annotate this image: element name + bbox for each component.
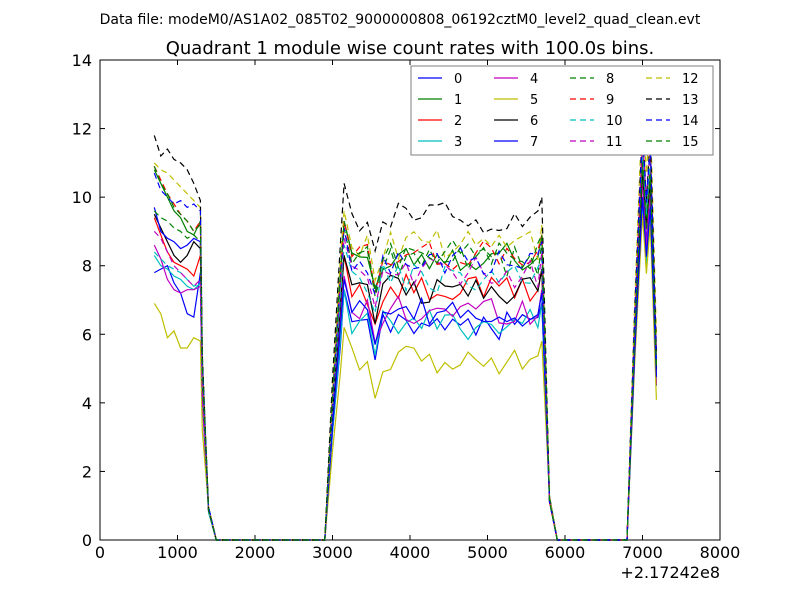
series-line-12: [153, 101, 657, 541]
x-tick-label: 7000: [622, 543, 663, 562]
legend-label-10: 10: [606, 114, 623, 129]
y-tick-label: 14: [72, 51, 92, 70]
y-tick-label: 6: [82, 325, 92, 344]
series-line-1: [153, 159, 657, 541]
series-lines: [153, 101, 657, 541]
x-tick-label: 0: [95, 543, 105, 562]
series-line-3: [153, 200, 657, 541]
series-line-5: [153, 214, 657, 541]
legend-label-8: 8: [606, 72, 614, 87]
series-line-4: [153, 179, 657, 541]
legend-label-1: 1: [454, 93, 462, 108]
legend-label-9: 9: [606, 93, 614, 108]
legend-label-7: 7: [530, 135, 538, 150]
legend-label-2: 2: [454, 114, 462, 129]
y-tick-label: 4: [82, 394, 92, 413]
x-tick-label: 5000: [467, 543, 508, 562]
legend-label-13: 13: [682, 93, 699, 108]
legend-label-15: 15: [682, 135, 699, 150]
legend-label-11: 11: [606, 135, 623, 150]
series-line-2: [153, 166, 657, 541]
x-tick-label: 2000: [235, 543, 276, 562]
series-line-15: [153, 162, 657, 541]
x-tick-label: 8000: [700, 543, 741, 562]
series-line-0: [154, 176, 657, 541]
legend-label-4: 4: [530, 72, 538, 87]
y-tick-label: 12: [72, 120, 92, 139]
x-tick-label: 6000: [545, 543, 586, 562]
legend-frame: [410, 65, 714, 156]
y-tick-label: 8: [82, 257, 92, 276]
y-tick-label: 10: [72, 188, 92, 207]
legend-label-5: 5: [530, 93, 538, 108]
legend-label-14: 14: [682, 114, 699, 129]
series-line-11: [153, 135, 657, 541]
chart-title: Quadrant 1 module wise count rates with …: [166, 38, 655, 59]
legend-label-0: 0: [454, 72, 462, 87]
tick-layer: 0 1000 2000 3000 4000 5000 6000 7000 80000246810…: [72, 51, 741, 562]
x-tick-label: 1000: [157, 543, 198, 562]
legend-label-3: 3: [454, 135, 462, 150]
x-tick-label: 4000: [390, 543, 431, 562]
series-line-13: [153, 121, 657, 541]
chart-suptitle: Data file: modeM0/AS1A02_085T02_90000008…: [100, 12, 701, 28]
series-line-14: [153, 131, 657, 541]
plot-area: 0 1000 2000 3000 4000 5000 6000 7000 80000246810…: [72, 51, 741, 562]
y-tick-label: 0: [82, 531, 92, 550]
y-tick-label: 2: [82, 462, 92, 481]
series-line-8: [153, 155, 657, 541]
x-offset-label: +2.17242e8: [620, 563, 720, 582]
series-line-9: [153, 142, 657, 541]
legend-label-12: 12: [682, 72, 699, 87]
x-tick-label: 3000: [312, 543, 353, 562]
series-line-6: [153, 169, 657, 541]
legend-label-6: 6: [530, 114, 538, 129]
